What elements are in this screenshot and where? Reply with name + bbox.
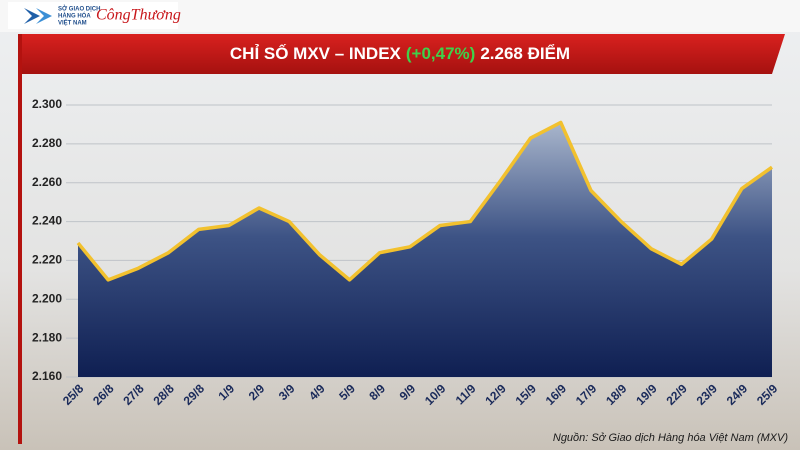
title-text: CHỈ SỐ MXV – INDEX [230, 43, 402, 63]
title-change: (+0,47%) [406, 44, 475, 63]
title-banner [18, 34, 785, 74]
title-value: 2.268 ĐIỂM [480, 44, 570, 63]
logo-line: HÀNG HÓA [58, 12, 91, 20]
line [76, 120, 774, 282]
source: Nguồn: Sở Giao dịch Hàng hóa Việt Nam (M… [553, 432, 788, 444]
y-tick-label: 2.280 [32, 136, 62, 150]
area [78, 122, 772, 377]
y-tick-label: 2.200 [32, 291, 62, 305]
chart-title: CHỈ SỐ MXV – INDEX (+0,47%) 2.268 ĐIỂM [230, 43, 570, 63]
left-accent [18, 34, 22, 444]
logo-icon [24, 8, 52, 24]
y-tick-label: 2.300 [32, 97, 62, 111]
y-tick-label: 2.240 [32, 214, 62, 228]
y-tick-label: 2.180 [32, 330, 62, 344]
y-tick-label: 2.220 [32, 253, 62, 267]
logo-line: VIỆT NAM [58, 19, 87, 27]
logo-line: SỞ GIAO DỊCH [58, 6, 100, 13]
y-tick-label: 2.260 [32, 175, 62, 189]
partner-logo: CôngThương [96, 7, 181, 24]
plot: 2.160 2.180 2.200 2.220 2.240 2.260 2.280 2.300… [32, 97, 781, 408]
y-tick-label: 2.160 [32, 369, 62, 383]
